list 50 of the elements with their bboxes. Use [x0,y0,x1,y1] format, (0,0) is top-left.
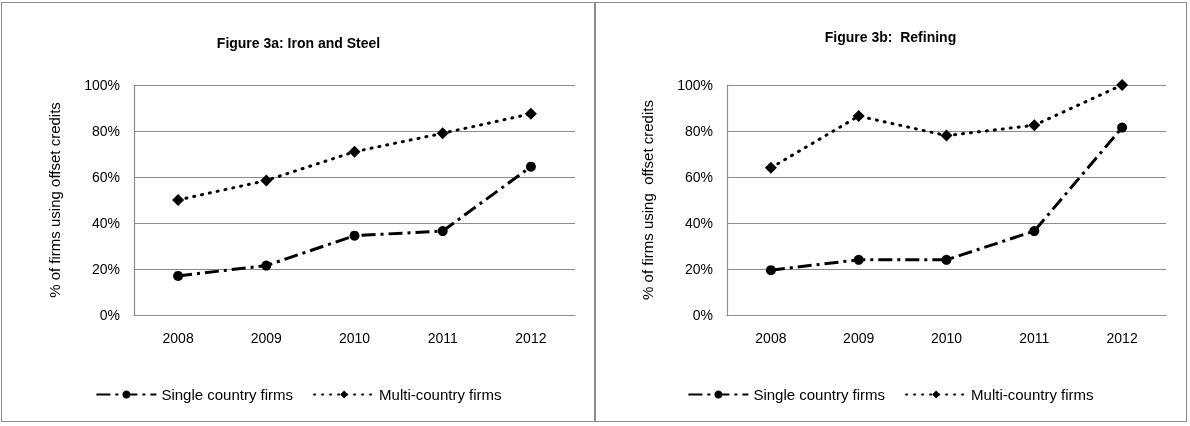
point [852,110,865,123]
x-tick-label: 2012 [1106,330,1138,346]
y-axis-title: % of firms using offset credits [46,102,63,298]
point [524,107,537,120]
x-tick-label: 2008 [755,330,787,346]
x-tick-label: 2011 [1019,330,1050,346]
point [261,260,272,271]
point [1116,79,1129,91]
point [1117,122,1128,133]
x-tick-label: 2010 [338,330,371,346]
y-tick-label: 20% [684,261,713,277]
x-tick-label: 2009 [843,330,875,346]
point [1028,119,1041,132]
point [437,226,448,237]
point [260,174,273,187]
y-tick-label: 60% [684,169,713,185]
point [940,129,953,142]
x-tick-label: 2012 [515,330,547,346]
legend-label: Multi-country firms [971,386,1094,403]
y-tick-label: 80% [684,123,713,139]
point [173,270,184,281]
y-tick-label: 40% [684,215,713,231]
point [1029,226,1040,237]
point [765,265,776,276]
y-tick-label: 100% [677,77,713,93]
chart-title: Figure 3b: Refining [824,29,957,45]
y-tick-label: 20% [91,261,120,277]
x-tick-label: 2009 [250,330,283,346]
legend-label: Single country firms [161,386,294,403]
y-tick-label: 0% [692,307,713,323]
y-axis-title: % of firms using offset credits [639,100,656,300]
point [172,194,185,206]
point [525,161,536,172]
x-tick-label: 2011 [427,330,458,346]
legend-label: Single country firms [753,386,886,403]
y-tick-label: 60% [91,169,120,185]
point [436,127,449,140]
point [348,145,361,158]
y-tick-label: 40% [91,215,120,231]
x-tick-label: 2010 [930,330,963,346]
point [941,254,952,265]
x-tick-label: 2008 [162,330,194,346]
legend-label: Multi-country firms [379,386,502,403]
y-tick-label: 100% [84,77,120,93]
chart-title: Figure 3a: Iron and Steel [216,35,381,51]
point [349,230,360,241]
y-tick-label: 80% [91,123,120,139]
point [853,254,864,265]
point [764,161,777,174]
y-tick-label: 0% [99,307,120,323]
